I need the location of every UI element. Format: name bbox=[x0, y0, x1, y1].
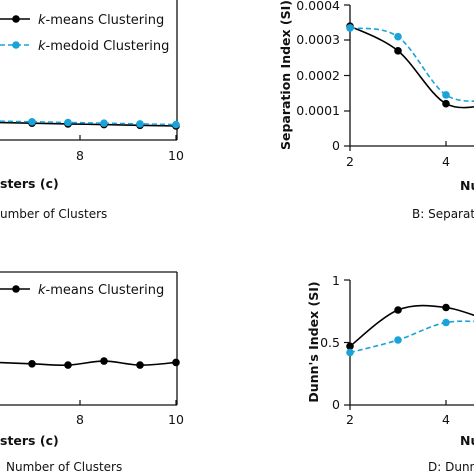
panel-c-plot-area bbox=[0, 357, 180, 369]
panel-b-x-axis-title: Nu bbox=[460, 178, 474, 193]
panel-a-x-tick-label-8: 8 bbox=[76, 148, 84, 163]
panel-a-x-tick-label-10: 10 bbox=[168, 148, 184, 163]
panel-d-caption: D: Dunn bbox=[428, 460, 474, 474]
panel-a-legend-kmedoid-label: k-medoid Clustering bbox=[38, 39, 169, 54]
panel-b-caption: B: Separati bbox=[412, 207, 474, 221]
panel-d-series-0-point-1 bbox=[394, 306, 402, 314]
panel-d-y-axis-title: Dunn's Index (SI) bbox=[306, 281, 321, 402]
panel-c-caption: Number of Clusters bbox=[6, 460, 122, 474]
panel-c-series-0-point-2 bbox=[64, 361, 72, 369]
panel-b-series-0-point-2 bbox=[442, 99, 450, 108]
panel-a-legend-kmedoid-marker bbox=[12, 41, 20, 49]
panel-d-series-1-point-0 bbox=[346, 348, 354, 357]
panel-a-legend-kmeans-marker bbox=[12, 15, 20, 23]
panel-d-series-1-point-1 bbox=[394, 336, 402, 344]
panel-a-x-axis-title: sters (c) bbox=[0, 176, 59, 191]
panel-b-y-axis-title: Separation Index (SI) bbox=[278, 0, 293, 150]
panel-b-y-tick-label-3: 0.0003 bbox=[296, 32, 340, 47]
panel-d-series-0-point-2 bbox=[442, 303, 450, 312]
panel-c-x-tick-label-10: 10 bbox=[168, 412, 184, 427]
panel-a-plot-area bbox=[0, 118, 180, 130]
panel-d-y-tick-label-0: 0 bbox=[332, 397, 340, 412]
panel-b-series-1-line bbox=[349, 27, 474, 102]
panel-b-series-1-point-2 bbox=[442, 91, 450, 99]
panel-a-series-1-point-4 bbox=[28, 118, 36, 126]
panel-b-y-tick-label-4: 0.0004 bbox=[296, 0, 340, 13]
panel-c: 8 10 sters (c) Number of Clusters k-mean… bbox=[0, 271, 184, 474]
panel-b-plot-area bbox=[346, 22, 474, 109]
panel-b-y-tick-label-0: 0 bbox=[332, 138, 340, 153]
panel-a-legend-kmeans-label: k-means Clustering bbox=[38, 13, 164, 28]
panel-b-series-1-point-0 bbox=[346, 24, 354, 32]
panel-a-series-1-point-7 bbox=[136, 120, 144, 128]
panel-d-x-tick-label-4: 4 bbox=[442, 412, 450, 427]
panel-d-x-axis-title: Nu bbox=[460, 433, 474, 448]
panel-a-series-1-point-5 bbox=[64, 118, 72, 127]
panel-d-series-1-line bbox=[349, 320, 474, 354]
panel-d-series-1-point-2 bbox=[442, 318, 450, 327]
panel-b-x-tick-label-4: 4 bbox=[442, 154, 450, 169]
panel-b-y-tick-label-2: 0.0002 bbox=[296, 68, 340, 83]
panel-b-series-1-point-1 bbox=[394, 32, 402, 41]
panel-d-y-tick-label-1: 0.5 bbox=[320, 335, 340, 350]
panel-a-caption: umber of Clusters bbox=[0, 207, 107, 221]
panel-c-series-0-point-3 bbox=[100, 357, 108, 365]
panel-c-series-0-point-5 bbox=[172, 358, 180, 367]
panel-d-x-tick-label-2: 2 bbox=[346, 412, 354, 427]
panel-c-series-0-point-4 bbox=[136, 361, 144, 369]
panel-a: 8 10 sters (c) umber of Clusters k-means… bbox=[0, 0, 184, 221]
panel-c-legend-kmeans-marker bbox=[12, 285, 20, 293]
panel-c-series-0-point-1 bbox=[28, 359, 36, 368]
panel-c-x-axis-title: sters (c) bbox=[0, 433, 59, 448]
panel-b-series-0-point-1 bbox=[394, 47, 402, 55]
panel-b-series-0-line bbox=[349, 25, 474, 109]
panel-c-legend-kmeans-label: k-means Clustering bbox=[38, 283, 164, 298]
panel-a-series-1-point-8 bbox=[172, 120, 180, 129]
panel-d-series-0-line bbox=[349, 304, 474, 347]
panel-b-x-tick-label-2: 2 bbox=[346, 154, 354, 169]
panel-d: 0 0.5 1 2 4 Dunn's Index (SI) Nu D: Dunn bbox=[306, 273, 474, 474]
panel-a-series-1-point-6 bbox=[100, 119, 108, 127]
panel-d-plot-area bbox=[346, 303, 474, 357]
panel-c-x-tick-label-8: 8 bbox=[76, 412, 84, 427]
panel-b-y-tick-label-1: 0.0001 bbox=[296, 103, 340, 118]
panel-d-series-0-point-0 bbox=[346, 342, 354, 351]
panel-c-series-0-line bbox=[0, 360, 177, 366]
panel-d-y-tick-label-2: 1 bbox=[332, 273, 340, 288]
panel-b: 0 0.0001 0.0002 0.0003 0.0004 2 4 Separa… bbox=[278, 0, 474, 221]
